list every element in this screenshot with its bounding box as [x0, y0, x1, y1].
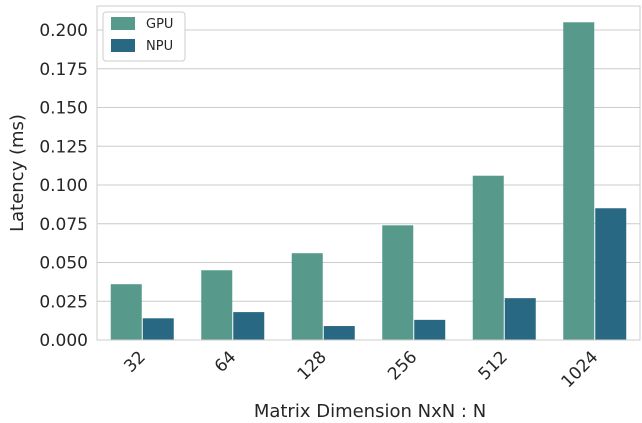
y-tick-label: 0.200: [39, 21, 88, 41]
legend-label-gpu: GPU: [146, 17, 173, 32]
bars: [110, 22, 627, 341]
y-tick-label: 0.075: [39, 215, 88, 235]
x-tick-labels: 32 64 128 256 512 1024: [120, 347, 602, 392]
bar-gpu-128: [291, 253, 323, 340]
y-tick-label: 0.025: [39, 292, 88, 312]
legend: GPU NPU: [102, 11, 186, 62]
bar-gpu-1024: [563, 22, 595, 341]
x-axis-label: Matrix Dimension NxN : N: [254, 401, 486, 422]
bar-npu-1024: [595, 208, 627, 340]
bar-gpu-512: [472, 175, 504, 340]
y-tick-label: 0.125: [39, 137, 88, 157]
bar-gpu-256: [382, 225, 414, 340]
plot-frame: [96, 5, 641, 341]
y-tick-label: 0.000: [39, 331, 88, 351]
bar-npu-512: [504, 298, 536, 340]
y-tick-label: 0.175: [39, 60, 88, 80]
legend-swatch-gpu: [111, 17, 135, 30]
gridlines: [97, 29, 640, 341]
y-tick-label: 0.100: [39, 176, 88, 196]
bar-npu-128: [323, 326, 355, 340]
x-tick-label: 64: [211, 347, 240, 376]
bar-npu-64: [233, 312, 265, 340]
x-tick-label: 512: [475, 347, 512, 384]
y-tick-label: 0.150: [39, 99, 88, 119]
bar-gpu-64: [201, 270, 233, 340]
bar-npu-256: [414, 319, 446, 340]
x-tick-label: 1024: [558, 347, 603, 392]
legend-swatch-npu: [111, 39, 135, 52]
legend-label-npu: NPU: [146, 39, 173, 54]
y-axis-label: Latency (ms): [7, 114, 28, 232]
bar-gpu-32: [110, 284, 142, 340]
x-tick-label: 32: [120, 347, 149, 376]
x-tick-label: 256: [384, 347, 421, 384]
y-tick-labels: 0.000 0.025 0.050 0.075 0.100 0.125 0.150 0.175…: [39, 21, 88, 351]
bar-npu-32: [142, 318, 174, 340]
x-tick-label: 128: [294, 347, 331, 384]
y-tick-label: 0.050: [39, 254, 88, 274]
